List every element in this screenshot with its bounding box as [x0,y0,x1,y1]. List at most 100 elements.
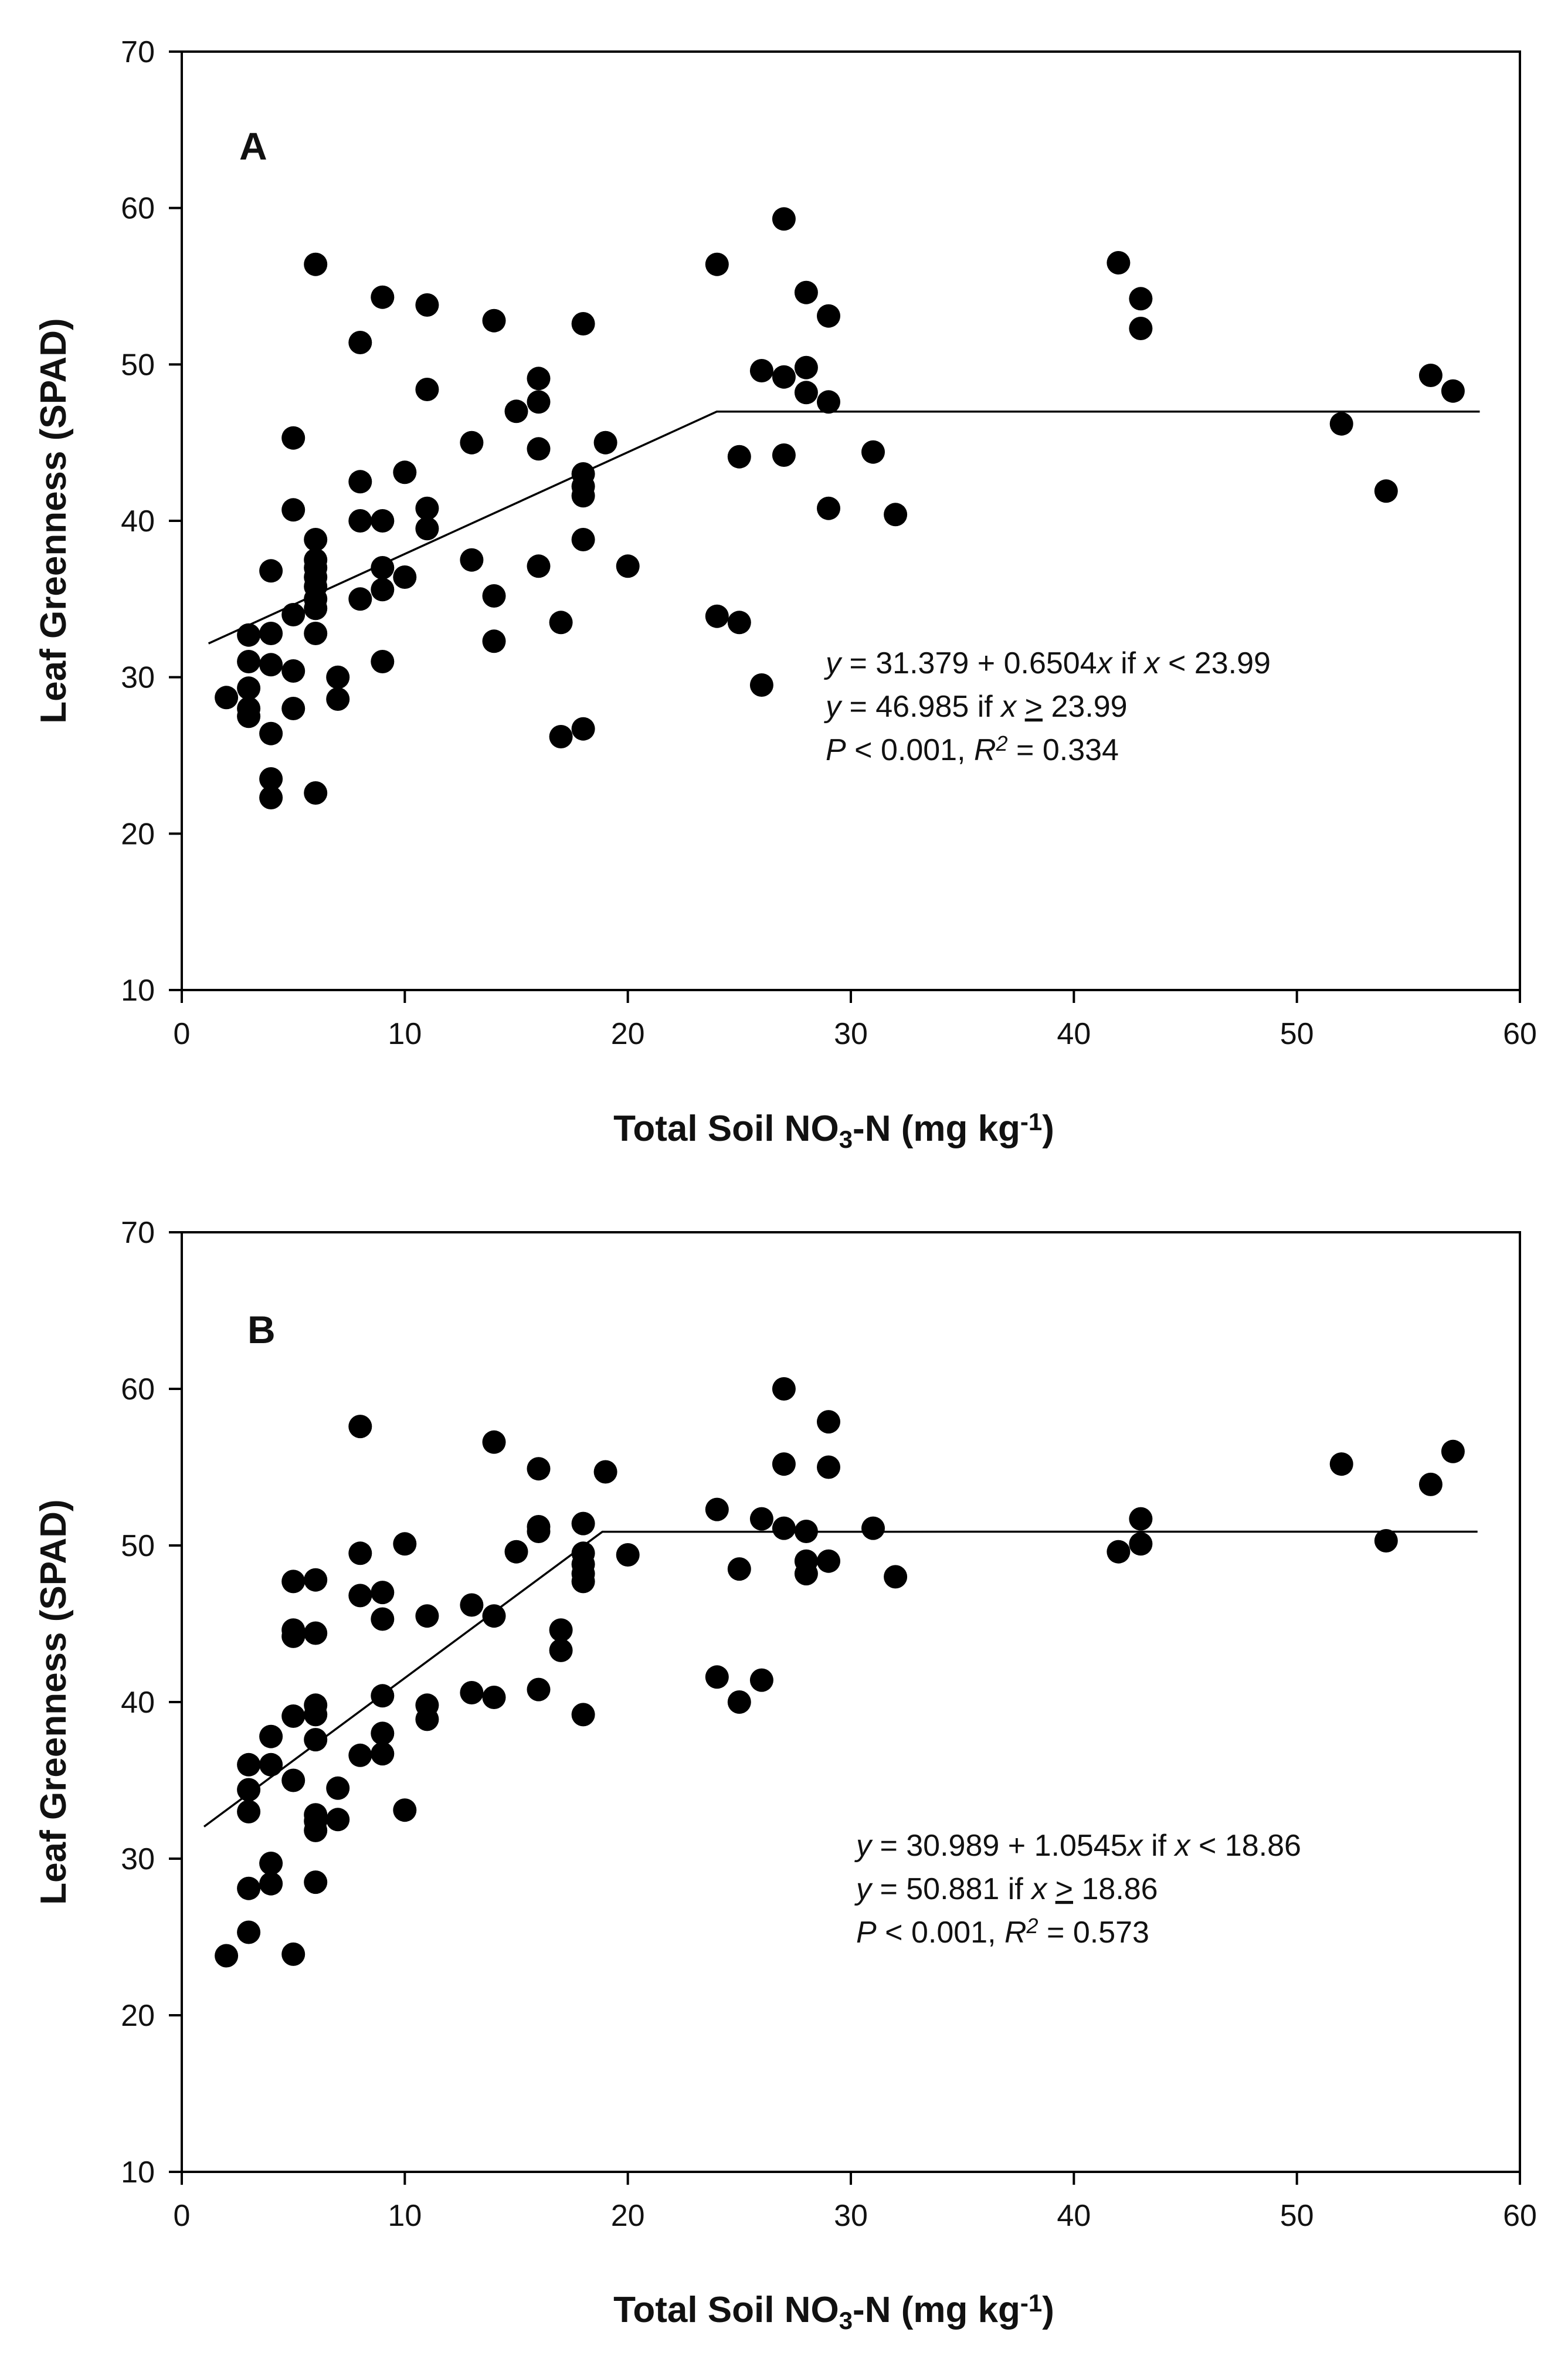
data-point [571,1511,595,1535]
y-tick-label: 40 [121,1686,155,1720]
data-point [482,584,506,608]
x-tick-label: 60 [1503,2199,1537,2233]
y-tick-label: 10 [121,974,155,1008]
data-point [371,1607,395,1631]
data-point [571,1570,595,1594]
data-point [415,1604,439,1628]
data-point [772,1377,796,1401]
x-axis-title-superscript: -1 [1020,1108,1042,1135]
data-point [482,1430,506,1454]
data-point [348,470,372,494]
data-point [1107,1540,1131,1564]
data-point [393,460,417,484]
data-point [571,1703,595,1727]
data-point [1418,1472,1443,1496]
data-point [237,623,261,647]
data-point [549,1618,573,1642]
x-axis-title-subscript: 3 [839,2307,853,2334]
data-point [304,528,328,551]
data-point [460,548,484,572]
data-point [772,1516,796,1540]
data-point [304,1621,328,1645]
equation-line-3-a: P < 0.001, R2 = 0.334 [826,731,1119,767]
data-point [1129,287,1153,311]
data-point [415,496,439,520]
data-point [571,312,595,335]
data-point [304,1870,328,1894]
data-point [393,1532,417,1556]
data-point [371,1742,395,1766]
data-point [326,1808,350,1832]
data-point [482,309,506,333]
x-axis-title-mid: -N (mg kg [853,1109,1020,1149]
data-point [1441,379,1465,403]
data-point [371,578,395,602]
data-point [371,1721,395,1745]
data-point [571,528,595,551]
y-ticks-b: 10 20 30 40 50 60 70 [121,1216,182,2189]
data-point [237,650,261,673]
x-axis-title-end: ) [1042,2290,1054,2330]
data-point [727,1557,751,1581]
data-point [794,355,818,379]
data-point [304,622,328,645]
data-point [281,1768,306,1792]
data-point [348,1541,372,1565]
data-point [1129,1532,1153,1556]
x-axis-title-subscript: 3 [839,1126,853,1153]
y-tick-label: 30 [121,1842,155,1876]
x-ticks-a: 0 10 20 30 40 50 60 [174,990,1537,1051]
x-axis-title-superscript: -1 [1020,2289,1042,2317]
data-point [460,1681,484,1704]
data-point [817,1455,840,1479]
data-point [237,1799,261,1823]
data-point [259,653,283,677]
data-point [794,1562,818,1586]
data-point [482,629,506,653]
data-point [281,659,306,683]
x-tick-label: 10 [388,2199,422,2233]
data-point [237,1876,261,1900]
data-point [415,293,439,317]
data-point [527,1677,551,1701]
x-tick-label: 0 [174,2199,191,2233]
x-tick-label: 40 [1057,2199,1091,2233]
x-tick-label: 0 [174,1017,191,1051]
data-point [817,390,840,414]
data-point [705,604,729,628]
data-point [727,445,751,469]
data-point [371,650,395,673]
data-point [749,1668,773,1692]
data-point [772,365,796,389]
data-point [1418,364,1443,387]
y-tick-label: 10 [121,2155,155,2189]
data-point [259,1724,283,1748]
x-tick-label: 30 [834,1017,868,1051]
x-ticks-b: 0 10 20 30 40 50 60 [174,2172,1537,2233]
x-tick-label: 50 [1280,2199,1314,2233]
equation-line-1-a: y = 31.379 + 0.6504x if x < 23.99 [824,646,1271,680]
data-point [817,496,840,520]
data-point [348,331,372,354]
data-point [259,721,283,745]
data-point [1329,412,1353,436]
data-point [549,725,573,748]
data-point [749,673,773,697]
y-tick-label: 70 [121,35,155,69]
panel-label-b: B [247,1308,276,1351]
y-tick-label: 60 [121,192,155,226]
x-tick-label: 30 [834,2199,868,2233]
data-point [304,1568,328,1592]
data-point [1129,317,1153,340]
data-point [259,1872,283,1896]
data-point [348,509,372,533]
data-point [415,1707,439,1731]
data-point [861,1516,885,1540]
data-point [371,285,395,309]
data-point [482,1604,506,1628]
data-point [1374,1529,1398,1553]
data-point [393,1798,417,1822]
data-point [281,1570,306,1594]
data-point [281,426,306,450]
data-point [371,1581,395,1605]
